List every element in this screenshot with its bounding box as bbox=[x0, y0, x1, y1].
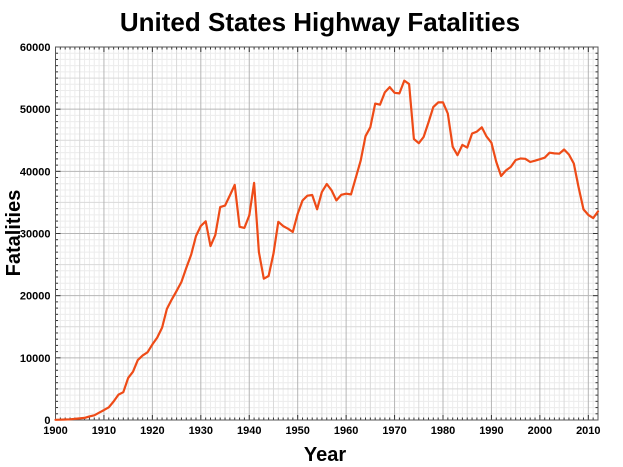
x-tick-label: 1920 bbox=[140, 425, 164, 437]
x-tick-label: 1910 bbox=[92, 425, 116, 437]
y-tick-label: 0 bbox=[44, 415, 50, 427]
data-series bbox=[54, 79, 600, 421]
x-axis-title: Year bbox=[304, 444, 346, 466]
x-tick-label: 1990 bbox=[479, 425, 503, 437]
x-tick-label: 1980 bbox=[431, 425, 455, 437]
x-tick-label: 1950 bbox=[285, 425, 309, 437]
x-tick-label: 2010 bbox=[576, 425, 600, 437]
plot-border bbox=[55, 46, 599, 421]
fatalities-line bbox=[54, 79, 600, 421]
y-axis-title: Fatalities bbox=[3, 190, 25, 277]
x-tick-label: 2000 bbox=[528, 425, 552, 437]
y-tick-label: 10000 bbox=[20, 353, 51, 365]
x-tick-label: 1960 bbox=[334, 425, 358, 437]
y-tick-label: 60000 bbox=[20, 42, 51, 54]
y-tick-label: 40000 bbox=[20, 166, 51, 178]
x-tick-label: 1930 bbox=[189, 425, 213, 437]
y-tick-label: 20000 bbox=[20, 291, 51, 303]
y-tick-label: 50000 bbox=[20, 104, 51, 116]
y-tick-label: 30000 bbox=[20, 229, 51, 241]
chart-title: United States Highway Fatalities bbox=[120, 7, 520, 37]
x-tick-label: 1940 bbox=[237, 425, 261, 437]
x-tick-label: 1970 bbox=[382, 425, 406, 437]
x-tick-label: 1900 bbox=[43, 425, 67, 437]
axis-tick-labels: 1900 1910 1920 1930 1940 1950 1960 1970 1980 1990… bbox=[20, 42, 601, 437]
